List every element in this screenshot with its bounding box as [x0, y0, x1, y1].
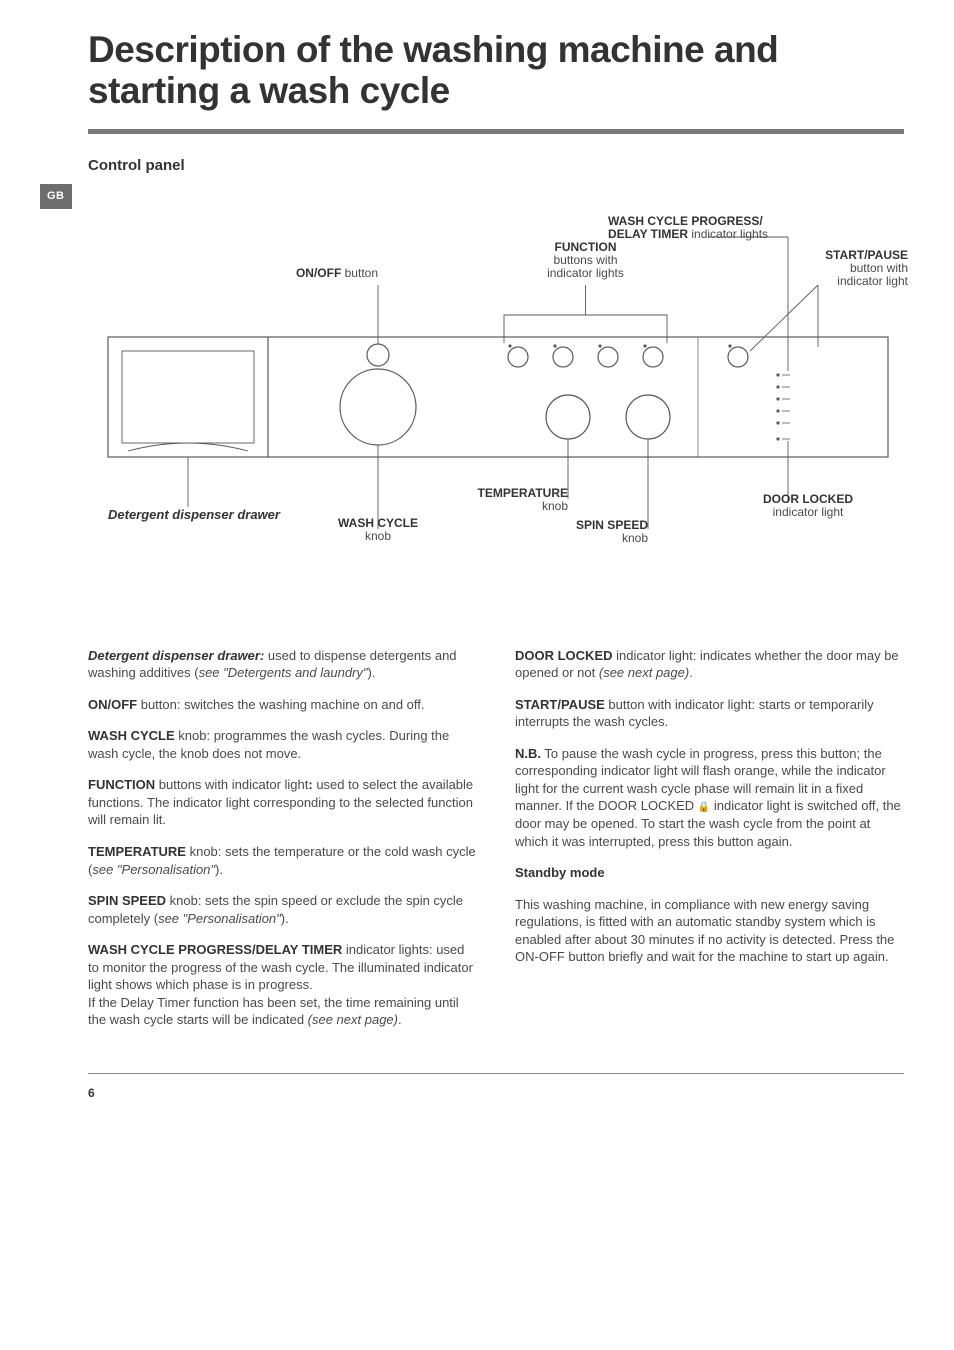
svg-text:WASH CYCLE PROGRESS/DELAY TIME: WASH CYCLE PROGRESS/DELAY TIMER indicato…: [608, 214, 768, 241]
body-paragraph: ON/OFF button: switches the washing mach…: [88, 696, 477, 714]
section-heading: Control panel: [88, 156, 904, 176]
right-column: DOOR LOCKED indicator light: indicates w…: [515, 647, 904, 1043]
body-paragraph: DOOR LOCKED indicator light: indicates w…: [515, 647, 904, 682]
left-column: Detergent dispenser drawer: used to disp…: [88, 647, 477, 1043]
body-paragraph: This washing machine, in compliance with…: [515, 896, 904, 966]
body-paragraph: N.B. To pause the wash cycle in progress…: [515, 745, 904, 850]
region-tab: GB: [40, 184, 72, 209]
body-paragraph: WASH CYCLE knob: programmes the wash cyc…: [88, 727, 477, 762]
svg-text:DOOR LOCKEDindicator light: DOOR LOCKEDindicator light: [763, 492, 853, 519]
body-paragraph: WASH CYCLE PROGRESS/DELAY TIMER indicato…: [88, 941, 477, 1029]
body-paragraph: Detergent dispenser drawer: used to disp…: [88, 647, 477, 682]
svg-text:START/PAUSEbutton withindicato: START/PAUSEbutton withindicator light: [825, 248, 908, 288]
svg-text:FUNCTIONbuttons withindicator: FUNCTIONbuttons withindicator lights: [547, 240, 624, 280]
body-paragraph: SPIN SPEED knob: sets the spin speed or …: [88, 892, 477, 927]
footer: 6: [88, 1073, 904, 1102]
svg-text:SPIN SPEEDknob: SPIN SPEEDknob: [576, 518, 648, 545]
standby-heading: Standby mode: [515, 864, 904, 882]
page-number: 6: [88, 1086, 95, 1100]
body-paragraph: START/PAUSE button with indicator light:…: [515, 696, 904, 731]
svg-text:TEMPERATUREknob: TEMPERATUREknob: [478, 486, 569, 513]
body-paragraph: TEMPERATURE knob: sets the temperature o…: [88, 843, 477, 878]
svg-text:Detergent dispenser drawer: Detergent dispenser drawer: [108, 507, 281, 522]
svg-text:WASH CYCLEknob: WASH CYCLEknob: [338, 516, 418, 543]
title-rule: [88, 129, 904, 134]
lock-icon: 🔒: [698, 802, 710, 813]
page-title: Description of the washing machine and s…: [88, 30, 904, 111]
svg-text:ON/OFF button: ON/OFF button: [296, 266, 378, 280]
body-columns: Detergent dispenser drawer: used to disp…: [88, 647, 904, 1043]
control-panel-diagram: ON/OFF button FUNCTIONbuttons withindicat…: [88, 207, 904, 567]
body-paragraph: FUNCTION buttons with indicator light: u…: [88, 776, 477, 829]
